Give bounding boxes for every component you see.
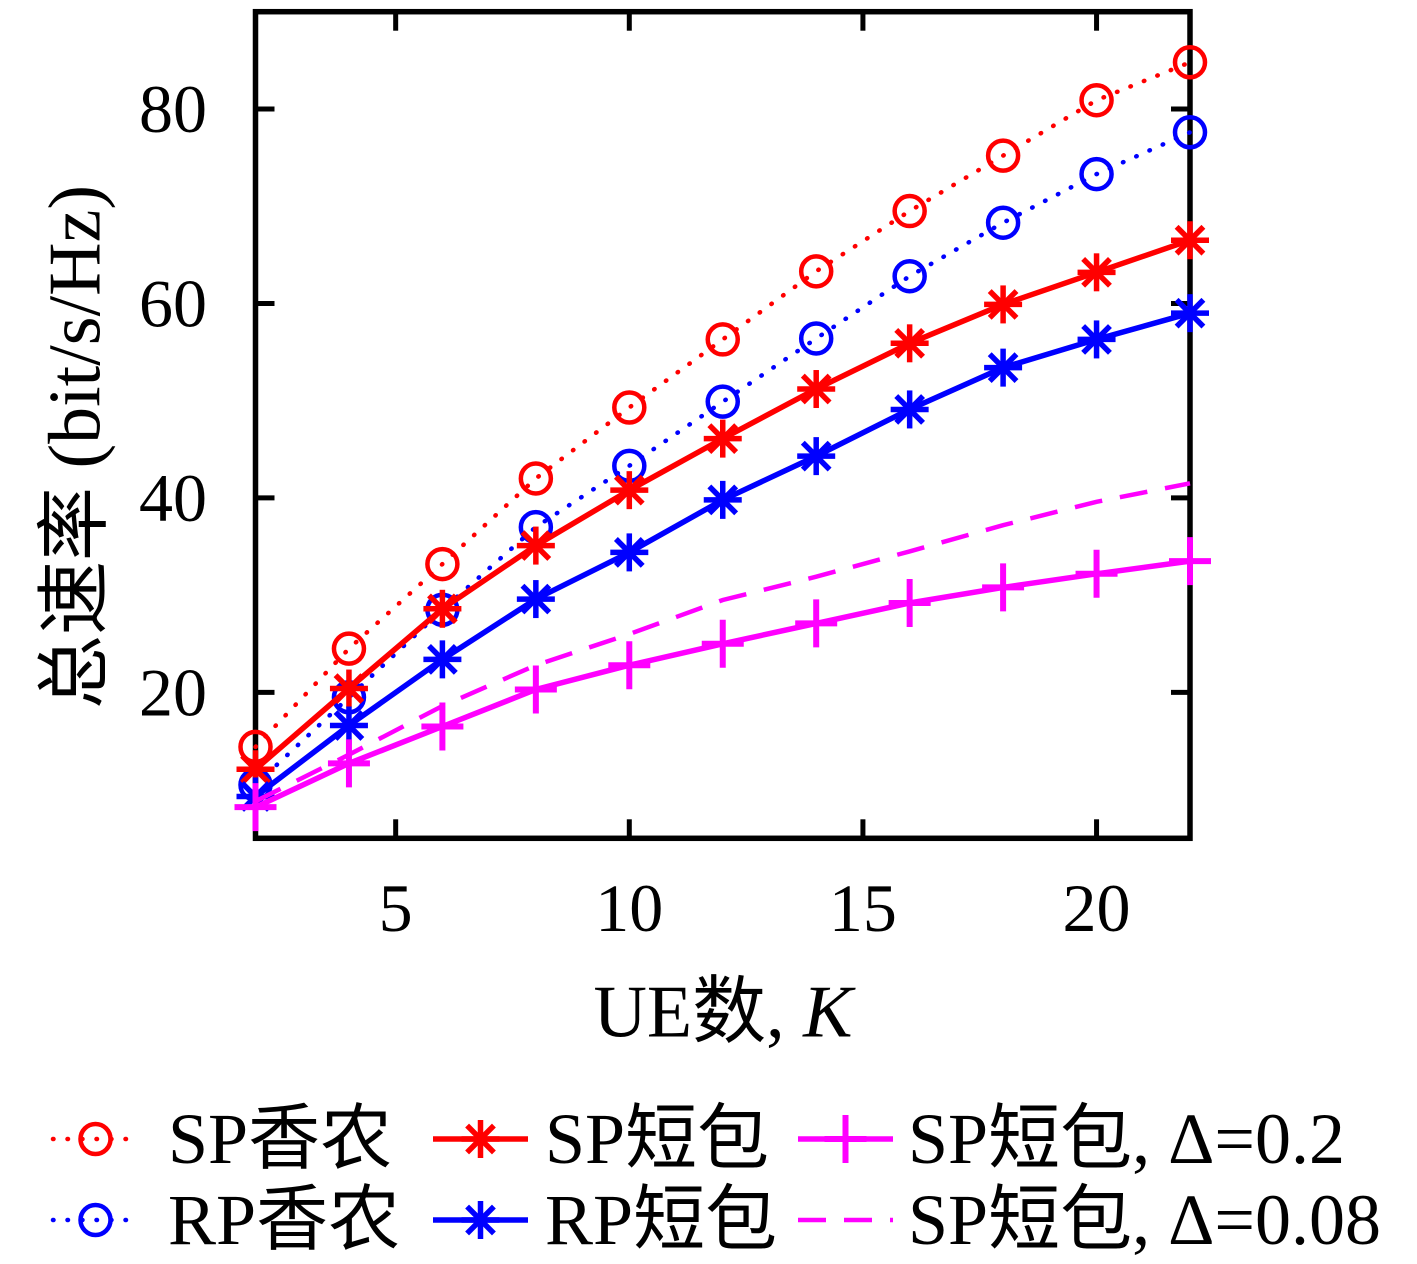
x-tick-label: 10 bbox=[595, 870, 663, 946]
series-sp-short-d008 bbox=[254, 481, 1191, 804]
marker-asterisk-sp-short bbox=[1174, 224, 1206, 256]
marker-circle-rp-shannon bbox=[985, 205, 1021, 240]
legend-label-sp-short-d008: SP短包, Δ=0.08 bbox=[908, 1180, 1381, 1260]
x-tick-label: 15 bbox=[829, 870, 897, 946]
marker-circle-rp-shannon bbox=[1079, 156, 1114, 192]
marker-circle-sp-shannon bbox=[1079, 82, 1114, 118]
marker-asterisk-rp-short bbox=[465, 1204, 496, 1236]
legend-item-sp-short-d008: SP短包, Δ=0.08 bbox=[798, 1180, 1381, 1260]
marker-asterisk-sp-short bbox=[987, 289, 1019, 320]
series-line-rp-shannon bbox=[253, 130, 1193, 788]
marker-circle-rp-shannon bbox=[1172, 115, 1208, 150]
marker-asterisk-sp-short bbox=[240, 753, 271, 785]
marker-asterisk-rp-short bbox=[613, 537, 645, 568]
legend-item-sp-short: SP短包 bbox=[433, 1099, 769, 1179]
x-axis-title-variable: K bbox=[803, 971, 853, 1054]
legend-item-rp-shannon: RP香农 bbox=[50, 1180, 400, 1260]
marker-asterisk-sp-short bbox=[894, 327, 925, 359]
y-tick-label: 60 bbox=[139, 265, 207, 341]
marker-asterisk-rp-short bbox=[520, 583, 552, 615]
legend-label-rp-shannon: RP香农 bbox=[168, 1180, 400, 1260]
marker-circle-rp-shannon bbox=[78, 1202, 113, 1238]
x-tick-label: 20 bbox=[1063, 870, 1131, 946]
marker-asterisk-rp-short bbox=[1174, 297, 1206, 329]
x-tick-label: 5 bbox=[379, 870, 413, 946]
marker-circle-sp-shannon bbox=[1172, 45, 1208, 80]
y-tick-label: 20 bbox=[139, 654, 207, 730]
legend-item-sp-short-d02: SP短包, Δ=0.2 bbox=[798, 1099, 1345, 1179]
marker-asterisk-rp-short bbox=[427, 644, 458, 675]
series-sp-short-d02 bbox=[234, 537, 1211, 832]
marker-circle-sp-shannon bbox=[331, 631, 367, 666]
marker-asterisk-rp-short bbox=[987, 352, 1019, 383]
y-axis-title: 总速率 (bit/s/Hz) bbox=[34, 184, 117, 710]
y-tick-label: 40 bbox=[139, 460, 207, 536]
marker-circle-rp-shannon bbox=[705, 384, 740, 419]
legend-label-sp-shannon: SP香农 bbox=[168, 1099, 392, 1179]
marker-asterisk-rp-short bbox=[707, 484, 739, 516]
marker-asterisk-sp-short bbox=[465, 1123, 496, 1155]
marker-circle-sp-shannon bbox=[78, 1121, 113, 1157]
legend-label-sp-short-d02: SP短包, Δ=0.2 bbox=[908, 1099, 1345, 1179]
marker-asterisk-sp-short bbox=[520, 530, 552, 561]
marker-asterisk-rp-short bbox=[1081, 324, 1112, 355]
marker-circle-sp-shannon bbox=[798, 254, 834, 289]
marker-circle-sp-shannon bbox=[612, 390, 647, 425]
plot-border bbox=[252, 8, 1193, 842]
marker-asterisk-rp-short bbox=[894, 394, 925, 425]
marker-circle-sp-shannon bbox=[892, 193, 927, 229]
marker-asterisk-sp-short bbox=[333, 673, 365, 704]
y-tick-label: 80 bbox=[139, 71, 207, 147]
marker-circle-sp-shannon bbox=[985, 138, 1021, 173]
series-sp-shannon bbox=[238, 45, 1208, 765]
legend-label-sp-short: SP短包 bbox=[545, 1099, 769, 1179]
marker-asterisk-sp-short bbox=[427, 593, 458, 625]
legend-item-sp-shannon: SP香农 bbox=[50, 1099, 392, 1179]
marker-asterisk-sp-short bbox=[613, 474, 645, 506]
x-axis-title: UE数, K bbox=[593, 952, 852, 1059]
series-line-sp-shannon bbox=[253, 60, 1193, 750]
legend-item-rp-short: RP短包 bbox=[433, 1180, 777, 1260]
marker-asterisk-sp-short bbox=[1081, 256, 1112, 288]
marker-asterisk-sp-short bbox=[707, 423, 739, 454]
marker-circle-rp-shannon bbox=[892, 258, 927, 294]
marker-circle-sp-shannon bbox=[425, 546, 460, 582]
marker-asterisk-rp-short bbox=[800, 440, 832, 472]
series-line-sp-short-d008 bbox=[254, 481, 1191, 804]
marker-asterisk-rp-short bbox=[333, 710, 365, 741]
legend: SP香农 SP短包 SP短包, Δ=0.2 RP香农 RP短包 SP短包, Δ=0.08 bbox=[50, 1099, 1381, 1260]
marker-circle-sp-shannon bbox=[705, 322, 740, 357]
x-axis-title-text: UE数, bbox=[593, 971, 804, 1054]
marker-circle-rp-shannon bbox=[798, 321, 834, 356]
legend-label-rp-short: RP短包 bbox=[545, 1180, 777, 1260]
marker-circle-sp-shannon bbox=[518, 461, 554, 496]
marker-asterisk-sp-short bbox=[800, 373, 832, 405]
